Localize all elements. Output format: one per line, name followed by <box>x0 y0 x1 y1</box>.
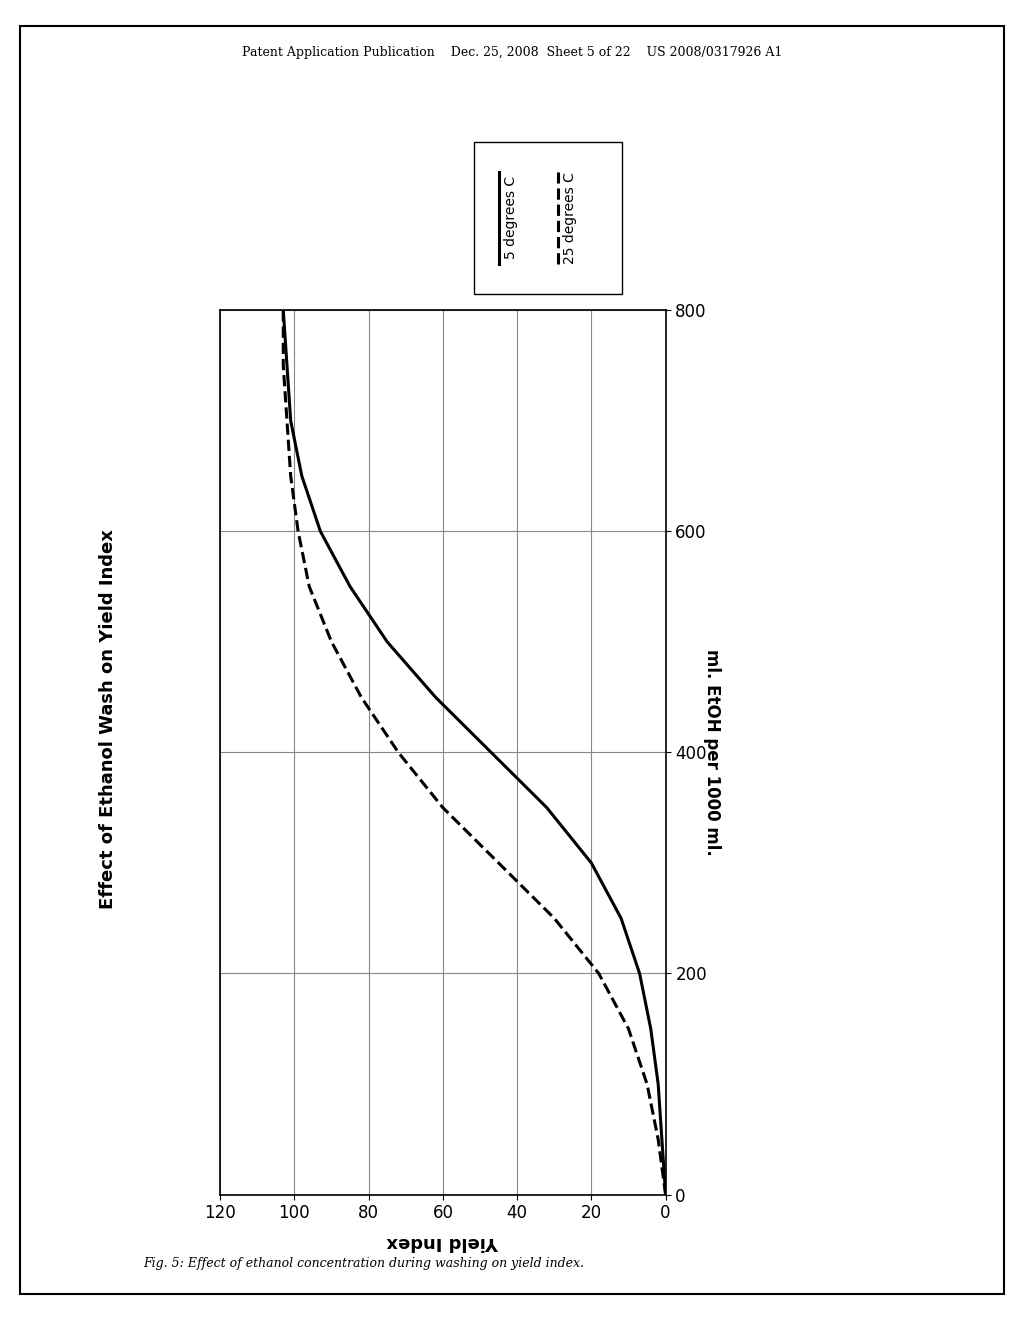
5 degrees C <box>652 1076 665 1092</box>
5 degrees C <box>586 855 598 871</box>
25 degrees C <box>292 523 304 539</box>
5 degrees C <box>296 469 308 484</box>
25 degrees C <box>392 744 404 760</box>
Text: Effect of Ethanol Wash on Yield Index: Effect of Ethanol Wash on Yield Index <box>98 529 117 909</box>
5 degrees C <box>485 744 498 760</box>
25 degrees C <box>436 800 449 816</box>
Line: 5 degrees C: 5 degrees C <box>284 310 666 1195</box>
X-axis label: Yield Index: Yield Index <box>387 1233 499 1251</box>
Text: 25 degrees C: 25 degrees C <box>563 172 578 264</box>
Text: Patent Application Publication    Dec. 25, 2008  Sheet 5 of 22    US 2008/031792: Patent Application Publication Dec. 25, … <box>242 46 782 59</box>
Line: 25 degrees C: 25 degrees C <box>284 310 666 1195</box>
25 degrees C <box>493 855 505 871</box>
Y-axis label: ml. EtOH per 1000 ml.: ml. EtOH per 1000 ml. <box>702 649 721 855</box>
25 degrees C <box>281 413 293 429</box>
5 degrees C <box>429 689 441 705</box>
25 degrees C <box>303 578 315 594</box>
5 degrees C <box>278 302 290 318</box>
5 degrees C <box>381 634 393 649</box>
5 degrees C <box>314 523 327 539</box>
5 degrees C <box>281 358 293 374</box>
25 degrees C <box>326 634 338 649</box>
25 degrees C <box>285 469 297 484</box>
5 degrees C <box>655 1131 668 1147</box>
5 degrees C <box>541 800 553 816</box>
5 degrees C <box>285 413 297 429</box>
25 degrees C <box>593 966 605 982</box>
5 degrees C <box>645 1020 657 1036</box>
25 degrees C <box>652 1131 665 1147</box>
25 degrees C <box>278 302 290 318</box>
25 degrees C <box>548 911 560 927</box>
25 degrees C <box>355 689 368 705</box>
5 degrees C <box>634 966 646 982</box>
25 degrees C <box>278 358 290 374</box>
5 degrees C <box>344 578 356 594</box>
Text: Fig. 5: Effect of ethanol concentration during washing on yield index.: Fig. 5: Effect of ethanol concentration … <box>143 1257 585 1270</box>
25 degrees C <box>641 1076 653 1092</box>
25 degrees C <box>659 1187 672 1203</box>
FancyBboxPatch shape <box>473 143 623 294</box>
25 degrees C <box>623 1020 635 1036</box>
Text: 5 degrees C: 5 degrees C <box>505 177 518 259</box>
5 degrees C <box>659 1187 672 1203</box>
5 degrees C <box>614 911 627 927</box>
